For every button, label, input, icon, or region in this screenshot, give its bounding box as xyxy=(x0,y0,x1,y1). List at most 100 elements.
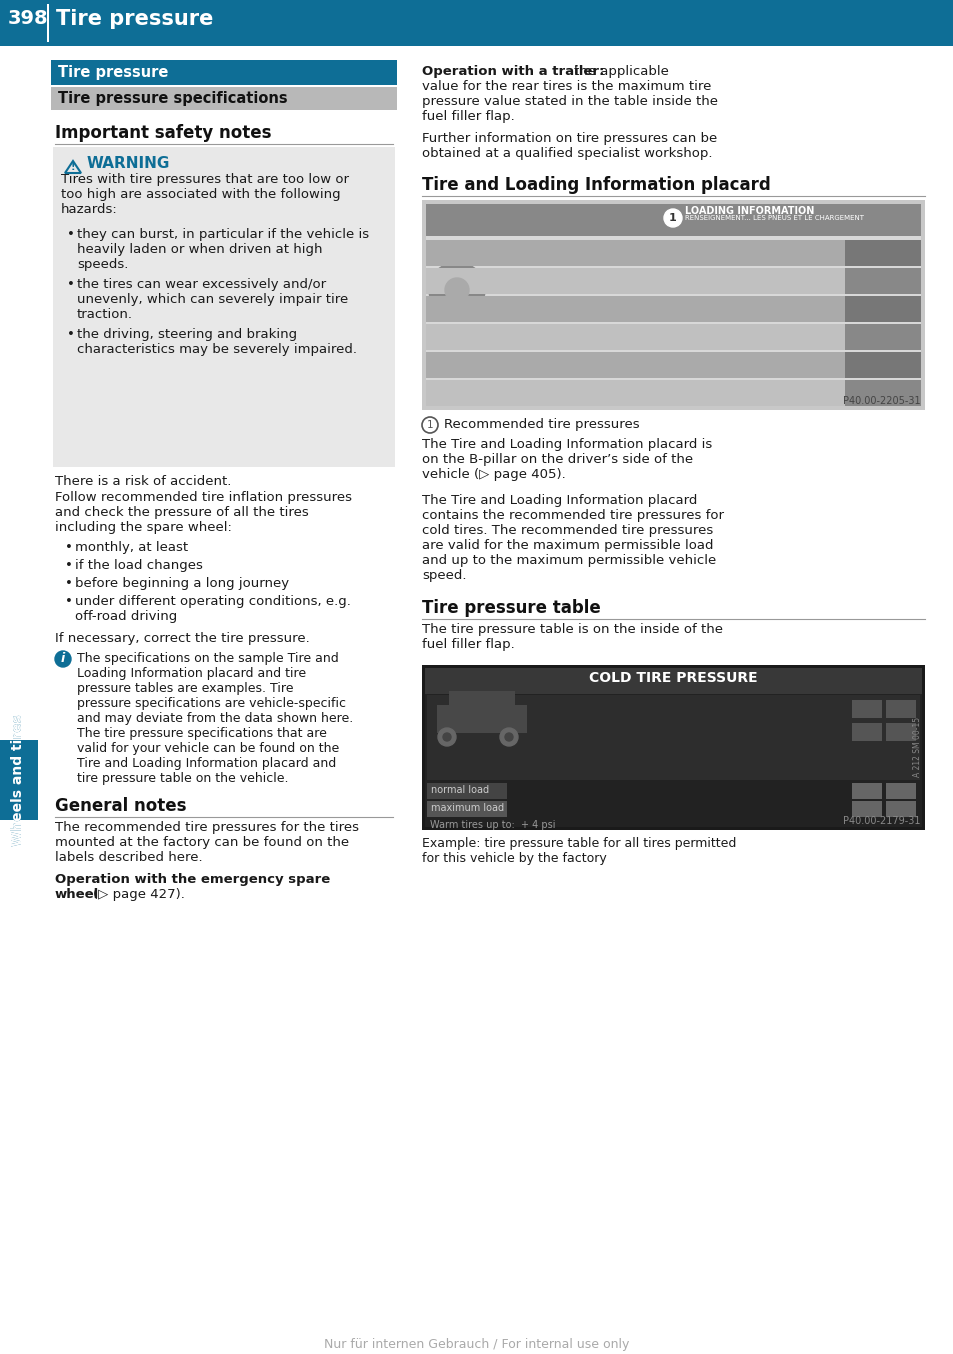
Text: •: • xyxy=(67,328,74,341)
Bar xyxy=(885,802,915,816)
Circle shape xyxy=(55,651,71,668)
Text: value for the rear tires is the maximum tire: value for the rear tires is the maximum … xyxy=(421,80,711,93)
Bar xyxy=(851,723,882,741)
Bar xyxy=(844,352,920,378)
Bar xyxy=(426,204,920,406)
Text: A 212 SM 00-15: A 212 SM 00-15 xyxy=(913,716,922,777)
Text: i: i xyxy=(61,653,65,666)
Bar xyxy=(885,700,915,718)
Text: 1: 1 xyxy=(426,420,433,431)
Bar xyxy=(844,380,920,406)
Bar xyxy=(426,324,920,349)
Text: The specifications on the sample Tire and
Loading Information placard and tire
p: The specifications on the sample Tire an… xyxy=(77,653,353,785)
Bar xyxy=(424,668,921,695)
Bar xyxy=(51,87,396,110)
Text: General notes: General notes xyxy=(55,798,186,815)
Text: Important safety notes: Important safety notes xyxy=(55,125,272,142)
Bar xyxy=(0,741,38,821)
Text: Tire pressure table: Tire pressure table xyxy=(421,598,600,617)
Text: Tire pressure: Tire pressure xyxy=(56,9,213,28)
Text: normal load: normal load xyxy=(431,785,489,795)
Circle shape xyxy=(442,733,451,741)
Text: WARNING: WARNING xyxy=(87,156,171,171)
Text: Operation with a trailer:: Operation with a trailer: xyxy=(421,65,604,79)
Bar xyxy=(51,60,396,85)
Text: •: • xyxy=(65,594,72,608)
Bar xyxy=(427,695,849,780)
Bar xyxy=(844,324,920,349)
Text: if the load changes: if the load changes xyxy=(75,559,203,571)
Text: •: • xyxy=(67,278,74,291)
Text: Recommended tire pressures: Recommended tire pressures xyxy=(443,418,639,431)
Bar xyxy=(47,4,49,42)
Bar xyxy=(885,783,915,799)
Bar xyxy=(851,783,882,799)
Bar xyxy=(851,700,882,718)
Text: Example: tire pressure table for all tires permitted
for this vehicle by the fac: Example: tire pressure table for all tir… xyxy=(421,837,736,865)
Bar xyxy=(426,204,920,236)
Text: Tire pressure specifications: Tire pressure specifications xyxy=(58,91,287,106)
Bar xyxy=(426,352,920,378)
Bar xyxy=(851,802,882,816)
Text: If necessary, correct the tire pressure.: If necessary, correct the tire pressure. xyxy=(55,632,310,645)
Text: before beginning a long journey: before beginning a long journey xyxy=(75,577,289,590)
Text: The recommended tire pressures for the tires
mounted at the factory can be found: The recommended tire pressures for the t… xyxy=(55,821,358,864)
Text: maximum load: maximum load xyxy=(431,803,503,812)
Text: the tires can wear excessively and/or
unevenly, which can severely impair tire
t: the tires can wear excessively and/or un… xyxy=(77,278,348,321)
Text: •: • xyxy=(65,542,72,554)
Text: The Tire and Loading Information placard
contains the recommended tire pressures: The Tire and Loading Information placard… xyxy=(421,494,723,582)
Bar xyxy=(844,297,920,322)
Text: Warm tires up to:  + 4 psi: Warm tires up to: + 4 psi xyxy=(430,821,555,830)
Bar xyxy=(53,148,395,467)
Text: The tire pressure table is on the inside of the
fuel filler flap.: The tire pressure table is on the inside… xyxy=(421,623,722,651)
Bar xyxy=(421,200,924,410)
Text: The Tire and Loading Information placard is
on the B-pillar on the driver’s side: The Tire and Loading Information placard… xyxy=(421,437,712,481)
Text: they can burst, in particular if the vehicle is
heavily laden or when driven at : they can burst, in particular if the veh… xyxy=(77,227,369,271)
Text: pressure value stated in the table inside the: pressure value stated in the table insid… xyxy=(421,95,718,108)
Bar xyxy=(424,668,921,827)
Text: Operation with the emergency spare: Operation with the emergency spare xyxy=(55,873,330,886)
Circle shape xyxy=(663,209,681,227)
Bar xyxy=(885,723,915,741)
Bar xyxy=(421,665,924,830)
Text: P40.00-2205-31: P40.00-2205-31 xyxy=(842,395,920,406)
Circle shape xyxy=(429,263,484,318)
Circle shape xyxy=(444,278,469,302)
Circle shape xyxy=(437,728,456,746)
Text: Tire pressure: Tire pressure xyxy=(58,65,168,80)
Text: LOADING INFORMATION: LOADING INFORMATION xyxy=(684,206,814,217)
Text: •: • xyxy=(65,577,72,590)
Text: Tire and Loading Information placard: Tire and Loading Information placard xyxy=(421,176,770,194)
Text: P40.00-2179-31: P40.00-2179-31 xyxy=(842,816,920,826)
Text: Follow recommended tire inflation pressures
and check the pressure of all the ti: Follow recommended tire inflation pressu… xyxy=(55,492,352,533)
Text: RENSEIGNEMENT... LES PNEUS ET LE CHARGEMENT: RENSEIGNEMENT... LES PNEUS ET LE CHARGEM… xyxy=(684,215,863,221)
Bar xyxy=(427,802,506,816)
Text: Wheels and tires: Wheels and tires xyxy=(11,714,25,846)
Bar xyxy=(844,240,920,265)
Text: Further information on tire pressures can be
obtained at a qualified specialist : Further information on tire pressures ca… xyxy=(421,131,717,160)
Text: Tires with tire pressures that are too low or
too high are associated with the f: Tires with tire pressures that are too l… xyxy=(61,173,349,217)
Bar xyxy=(427,783,506,799)
Text: Wheels and tires: Wheels and tires xyxy=(11,714,25,846)
Text: COLD TIRE PRESSURE: COLD TIRE PRESSURE xyxy=(588,672,757,685)
Text: !: ! xyxy=(71,162,75,172)
Bar xyxy=(436,705,526,733)
Text: There is a risk of accident.: There is a risk of accident. xyxy=(55,475,232,487)
Text: wheel: wheel xyxy=(55,888,99,900)
Text: •: • xyxy=(67,227,74,241)
Text: monthly, at least: monthly, at least xyxy=(75,542,188,554)
Text: fuel filler flap.: fuel filler flap. xyxy=(421,110,515,123)
Bar xyxy=(426,297,920,322)
Text: 398: 398 xyxy=(8,9,49,28)
Bar xyxy=(426,240,920,265)
Text: (▷ page 427).: (▷ page 427). xyxy=(92,888,185,900)
Circle shape xyxy=(504,733,513,741)
Circle shape xyxy=(421,417,437,433)
Text: Nur für internen Gebrauch / For internal use only: Nur für internen Gebrauch / For internal… xyxy=(324,1338,629,1351)
Bar xyxy=(0,0,953,46)
Bar xyxy=(449,691,515,709)
Bar xyxy=(426,268,920,294)
Text: the applicable: the applicable xyxy=(574,65,668,79)
Bar xyxy=(426,380,920,406)
Circle shape xyxy=(499,728,517,746)
